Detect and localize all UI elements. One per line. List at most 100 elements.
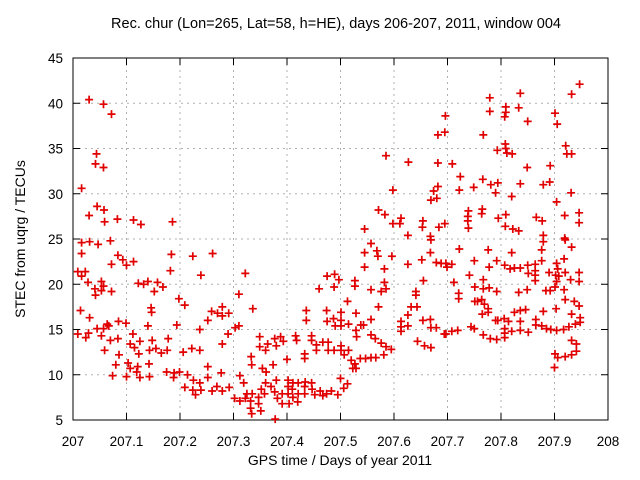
data-point [126, 340, 135, 348]
data-point [212, 382, 221, 391]
y-tick-label: 35 [48, 142, 63, 157]
data-point [94, 240, 103, 249]
data-point [567, 350, 576, 359]
data-point [516, 89, 525, 98]
data-point [367, 315, 375, 324]
data-point [267, 382, 275, 391]
data-point [175, 368, 184, 376]
data-point [136, 220, 145, 229]
data-point [454, 294, 463, 303]
data-point [145, 372, 154, 381]
data-point [188, 386, 197, 395]
data-point [537, 321, 546, 330]
data-point [567, 149, 576, 158]
data-point [318, 391, 327, 400]
data-point [324, 338, 333, 347]
data-point [307, 336, 316, 345]
data-point [241, 394, 250, 403]
data-point [433, 130, 442, 139]
data-point [257, 385, 266, 394]
y-tick-label: 5 [55, 413, 63, 428]
data-point [195, 325, 204, 334]
data-point [531, 321, 540, 329]
data-point [360, 263, 369, 272]
data-point [493, 316, 502, 325]
data-point [322, 306, 331, 315]
data-point [99, 100, 108, 109]
data-point [453, 326, 462, 335]
data-point [560, 285, 569, 294]
data-point [272, 341, 281, 350]
data-point [153, 278, 162, 287]
data-point [501, 222, 510, 231]
data-point [576, 318, 585, 327]
data-point [124, 359, 133, 367]
x-axis-label: GPS time / Days of year 2011 [248, 452, 432, 468]
data-point [99, 163, 108, 172]
data-point [231, 323, 240, 332]
data-point [118, 255, 127, 264]
data-point [485, 107, 494, 116]
data-point [500, 112, 509, 121]
data-point [167, 250, 176, 259]
data-point [334, 275, 343, 284]
data-point [352, 309, 360, 318]
data-point [426, 315, 435, 324]
data-point [99, 282, 108, 291]
data-point [478, 175, 487, 184]
data-point [479, 130, 488, 139]
data-point [377, 287, 386, 296]
data-point [84, 329, 93, 338]
data-point [388, 186, 397, 195]
data-point [285, 399, 294, 408]
data-point [100, 346, 109, 355]
data-point [373, 252, 382, 261]
data-point [276, 332, 285, 341]
data-point [561, 235, 570, 244]
data-point [191, 390, 200, 399]
data-point [273, 394, 282, 403]
data-point [432, 323, 441, 332]
data-point [507, 192, 516, 201]
y-tick-labels: 5 10 15 20 25 30 35 40 45 [48, 51, 63, 428]
data-point [429, 187, 438, 195]
data-point [448, 159, 457, 168]
data-point [380, 264, 389, 273]
data-point [440, 128, 449, 137]
data-point [500, 261, 509, 270]
data-point [567, 336, 576, 345]
data-point [195, 346, 204, 355]
data-point [113, 215, 122, 224]
data-point [218, 311, 227, 320]
data-point [440, 219, 449, 228]
data-point [291, 331, 300, 340]
y-tick-label: 20 [48, 277, 63, 292]
data-point [288, 393, 297, 402]
data-point [501, 144, 510, 153]
data-point [551, 109, 559, 118]
data-point [344, 346, 353, 355]
data-point [164, 334, 173, 343]
data-point [224, 330, 233, 338]
data-point [315, 284, 324, 293]
data-point [337, 346, 345, 355]
data-point [387, 252, 396, 261]
data-point [516, 326, 525, 335]
data-point [426, 343, 435, 352]
data-point [553, 120, 562, 129]
data-point [99, 324, 108, 333]
data-point [151, 344, 160, 353]
data-point [417, 255, 426, 264]
data-point [561, 268, 570, 277]
data-point [491, 188, 500, 197]
data-point [432, 258, 441, 267]
data-point [551, 283, 559, 291]
data-point [143, 321, 152, 330]
data-point [455, 186, 464, 195]
x-tick-label: 207 [62, 434, 85, 449]
data-point [567, 90, 576, 99]
data-point [572, 340, 581, 348]
data-point [180, 383, 189, 392]
data-point [567, 188, 576, 197]
